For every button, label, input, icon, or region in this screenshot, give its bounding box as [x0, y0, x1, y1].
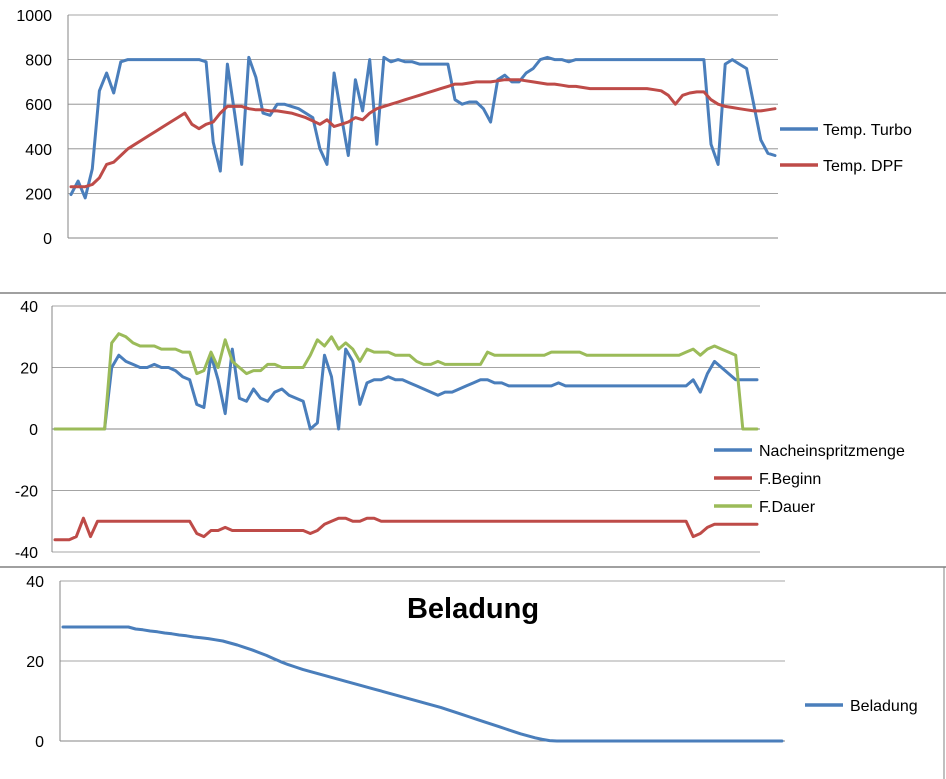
- legend-label: Nacheinspritzmenge: [759, 443, 905, 460]
- yticks-2: -40 -20 0 20 40: [15, 299, 38, 562]
- y-tick-label: 0: [29, 422, 38, 439]
- legend-label: Temp. Turbo: [823, 122, 912, 139]
- series-2: [53, 332, 759, 542]
- y-tick-label: 1000: [16, 8, 52, 25]
- legend-3: Beladung: [805, 698, 918, 715]
- y-tick-label: 400: [25, 142, 52, 159]
- series-line-temp-dpf: [69, 78, 777, 189]
- y-tick-label: 40: [20, 299, 38, 316]
- series-line-beladung: [61, 625, 784, 743]
- yticks-1: 0 200 400 600 800 1000: [16, 8, 52, 248]
- legend-2: Nacheinspritzmenge F.Beginn F.Dauer: [714, 443, 905, 516]
- y-tick-label: 800: [25, 53, 52, 70]
- legend-label: F.Beginn: [759, 471, 821, 488]
- series-line-temp-turbo: [69, 55, 777, 200]
- series-line-f-dauer: [53, 332, 759, 431]
- grid-1: [68, 14, 778, 239]
- y-tick-label: 600: [25, 97, 52, 114]
- series-line-f-beginn: [53, 516, 759, 542]
- legend-label: Beladung: [850, 698, 918, 715]
- series-3: [61, 625, 784, 743]
- y-tick-label: 0: [43, 231, 52, 248]
- y-tick-label: 40: [26, 574, 44, 591]
- y-tick-label: -20: [15, 484, 38, 501]
- series-1: [69, 55, 777, 200]
- panel-injection: -40 -20 0 20 40 Nacheinspritzmenge F.Beginn F.…: [15, 299, 905, 562]
- panel-temperatures: 0 200 400 600 800 1000 Temp. Turbo Temp. DPF: [16, 8, 912, 248]
- legend-1: Temp. Turbo Temp. DPF: [780, 122, 912, 175]
- legend-label: F.Dauer: [759, 499, 816, 516]
- y-tick-label: -40: [15, 545, 38, 562]
- chart-title-3: Beladung: [407, 593, 539, 625]
- y-tick-label: 200: [25, 186, 52, 203]
- y-tick-label: 0: [35, 734, 44, 751]
- yticks-3: 0 20 40: [26, 574, 44, 751]
- legend-label: Temp. DPF: [823, 158, 903, 175]
- panel-loading: Beladung 0 20 40 Beladung: [26, 574, 917, 751]
- y-tick-label: 20: [26, 654, 44, 671]
- y-tick-label: 20: [20, 361, 38, 378]
- series-line-nacheinspritzmenge: [53, 347, 759, 431]
